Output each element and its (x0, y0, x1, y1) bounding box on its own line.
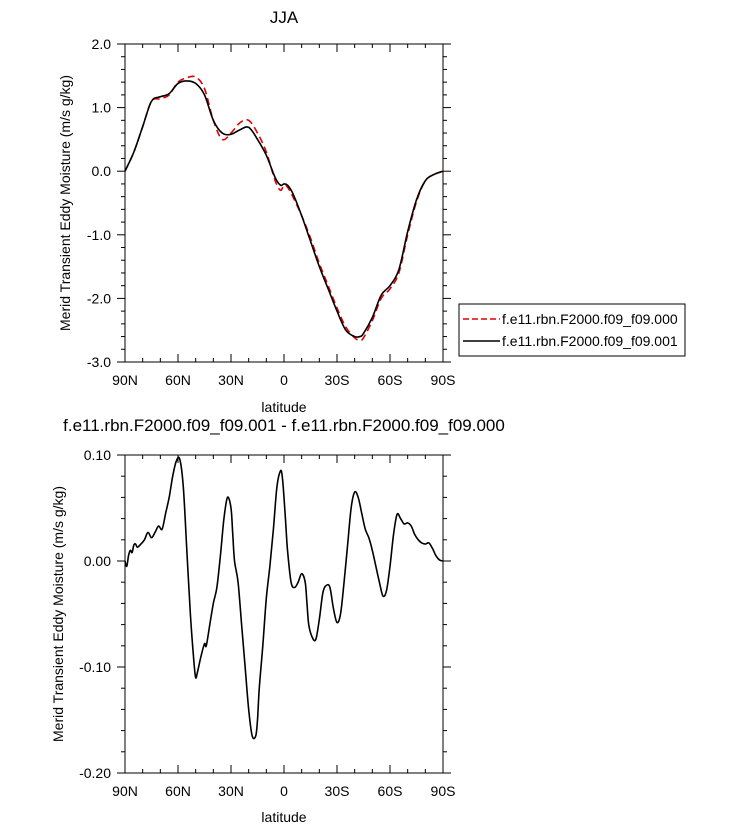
legend-box (458, 303, 686, 357)
bottom-y-tick-label: 0.00 (84, 553, 111, 569)
bottom-x-tick-label: 90N (112, 783, 138, 799)
bottom-chart-title: f.e11.rbn.F2000.f09_f09.001 - f.e11.rbn.… (63, 416, 505, 435)
bottom-x-axis-label: latitude (261, 809, 306, 825)
bottom-plot-frame (124, 454, 444, 774)
top-y-tick-label: -1.0 (87, 227, 111, 243)
top-series-line-1 (124, 80, 444, 338)
top-x-tick-label: 60S (378, 372, 403, 388)
bottom-x-tick-label: 0 (280, 783, 288, 799)
bottom-x-tick-label: 60N (165, 783, 191, 799)
top-series-group (124, 75, 444, 342)
bottom-axes: 90N 60N 30N 0 30S 60S 90S 0.10 0.00 -0.10 -0.20 (79, 447, 455, 799)
top-y-tick-label: -3.0 (87, 354, 111, 370)
top-chart-title: JJA (270, 8, 299, 27)
legend: f.e11.rbn.F2000.f09_f09.000 f.e11.rbn.F2… (458, 303, 686, 357)
bottom-y-axis-label: Merid Transient Eddy Moisture (m/s g/kg) (50, 486, 66, 742)
bottom-panel: f.e11.rbn.F2000.f09_f09.001 - f.e11.rbn.… (50, 416, 505, 825)
top-x-tick-label: 90S (431, 372, 456, 388)
top-y-tick-label: 0.0 (92, 163, 112, 179)
top-y-tick-label: 2.0 (92, 36, 112, 52)
top-x-tick-label: 90N (112, 372, 138, 388)
top-panel: JJA 90N 60N 30N 0 30S 60S 90S 2.0 1.0 0.0 -1.0 -2.0… (57, 8, 686, 415)
top-y-tick-label: -2.0 (87, 290, 111, 306)
bottom-x-tick-label: 30S (325, 783, 350, 799)
top-x-tick-label: 0 (280, 372, 288, 388)
bottom-x-tick-label: 90S (431, 783, 456, 799)
bottom-series-line-0 (124, 456, 444, 740)
top-x-axis-label: latitude (261, 399, 306, 415)
legend-label-series-0: f.e11.rbn.F2000.f09_f09.000 (502, 311, 678, 327)
top-x-tick-label: 60N (165, 372, 191, 388)
bottom-x-tick-label: 30N (218, 783, 244, 799)
legend-label-series-1: f.e11.rbn.F2000.f09_f09.001 (502, 333, 678, 349)
top-series-line-0 (124, 75, 444, 342)
bottom-y-tick-label: -0.10 (79, 659, 111, 675)
bottom-y-tick-label: 0.10 (84, 447, 111, 463)
top-plot-frame (124, 43, 444, 363)
bottom-series-group (124, 456, 444, 740)
bottom-y-tick-label: -0.20 (79, 765, 111, 781)
top-y-axis-label: Merid Transient Eddy Moisture (m/s g/kg) (57, 75, 73, 331)
top-x-tick-label: 30N (218, 372, 244, 388)
top-x-tick-label: 30S (325, 372, 350, 388)
top-y-tick-label: 1.0 (92, 100, 112, 116)
top-axes: 90N 60N 30N 0 30S 60S 90S 2.0 1.0 0.0 -1.0 -2.0 -3.0 (87, 36, 456, 388)
bottom-x-tick-label: 60S (378, 783, 403, 799)
